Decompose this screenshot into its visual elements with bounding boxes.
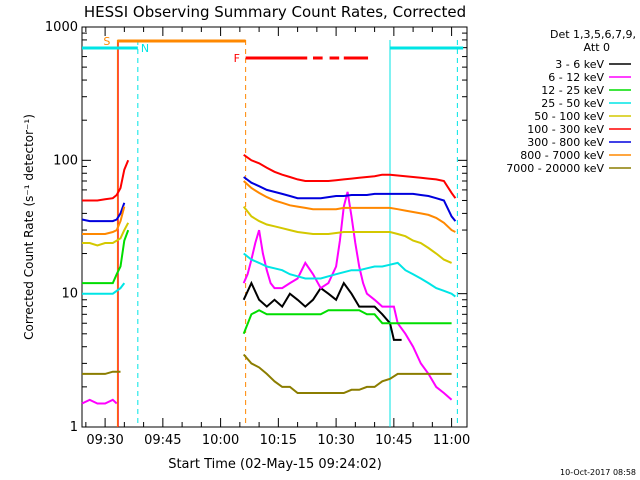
- series-line: [242, 280, 402, 341]
- series-line: [242, 191, 453, 401]
- vertical-markers: [116, 40, 458, 427]
- status-bar-label: N: [141, 42, 149, 55]
- y-axis-ticks: 1 10 100 1000: [45, 20, 467, 435]
- y-tick-label: 1: [70, 420, 78, 435]
- y-tick-label: 1000: [45, 20, 78, 35]
- legend-header-line1: Det 1,3,5,6,7,9,: [550, 28, 636, 41]
- series-line: [243, 252, 457, 298]
- series-line: [82, 282, 126, 295]
- x-tick-label: 09:30: [86, 433, 123, 448]
- legend-entry-label: 6 - 12 keV: [548, 71, 604, 84]
- footer-stamp: 10-Oct-2017 08:58: [560, 468, 636, 477]
- series-line: [82, 159, 130, 202]
- chart-title: HESSI Observing Summary Count Rates, Cor…: [84, 3, 466, 21]
- y-axis-label: Corrected Count Rate (s⁻¹ detector⁻¹): [22, 114, 36, 340]
- series-line: [242, 353, 452, 394]
- series-line: [81, 398, 118, 405]
- legend-entry-label: 7000 - 20000 keV: [506, 162, 604, 175]
- plot-frame: [81, 26, 468, 428]
- legend-entry-label: 50 - 100 keV: [534, 110, 604, 123]
- series-line: [81, 202, 126, 223]
- x-tick-label: 09:45: [144, 433, 181, 448]
- status-bar-label: S: [103, 35, 110, 48]
- series-line: [82, 370, 121, 375]
- series-line: [242, 205, 452, 264]
- x-axis-label: Start Time (02-May-15 09:24:02): [168, 457, 382, 472]
- x-tick-label: 10:30: [317, 433, 354, 448]
- legend-header-line2: Att 0: [584, 41, 610, 54]
- x-tick-label: 10:15: [260, 433, 297, 448]
- y-tick-label: 100: [53, 153, 78, 168]
- legend-entry-label: 300 - 800 keV: [527, 136, 604, 149]
- series-line: [82, 229, 130, 285]
- legend-entry-label: 100 - 300 keV: [527, 123, 604, 136]
- series-line: [243, 176, 457, 222]
- legend-entry-label: 3 - 6 keV: [555, 58, 604, 71]
- legend-entry-label: 25 - 50 keV: [541, 97, 604, 110]
- plot-area: 1 10 100 1000 09:30 09:45 10:00 10:15 10:30 10:4…: [45, 20, 470, 448]
- series-line: [82, 206, 126, 235]
- x-axis-ticks: 09:30 09:45 10:00 10:15 10:30 10:45 11:00: [85, 27, 470, 448]
- series-line: [82, 222, 130, 247]
- legend-entry-label: 12 - 25 keV: [541, 84, 604, 97]
- status-bars: S N F: [82, 35, 464, 65]
- x-tick-label: 11:00: [433, 433, 470, 448]
- legend-entry-label: 800 - 7000 keV: [520, 149, 604, 162]
- series-line: [242, 309, 452, 335]
- x-tick-label: 10:00: [202, 433, 239, 448]
- series-line: [243, 180, 456, 233]
- series-lines: [81, 153, 457, 405]
- series-line: [243, 153, 457, 199]
- status-bar-label: F: [234, 52, 240, 65]
- y-tick-label: 10: [61, 287, 78, 302]
- x-tick-label: 10:45: [375, 433, 412, 448]
